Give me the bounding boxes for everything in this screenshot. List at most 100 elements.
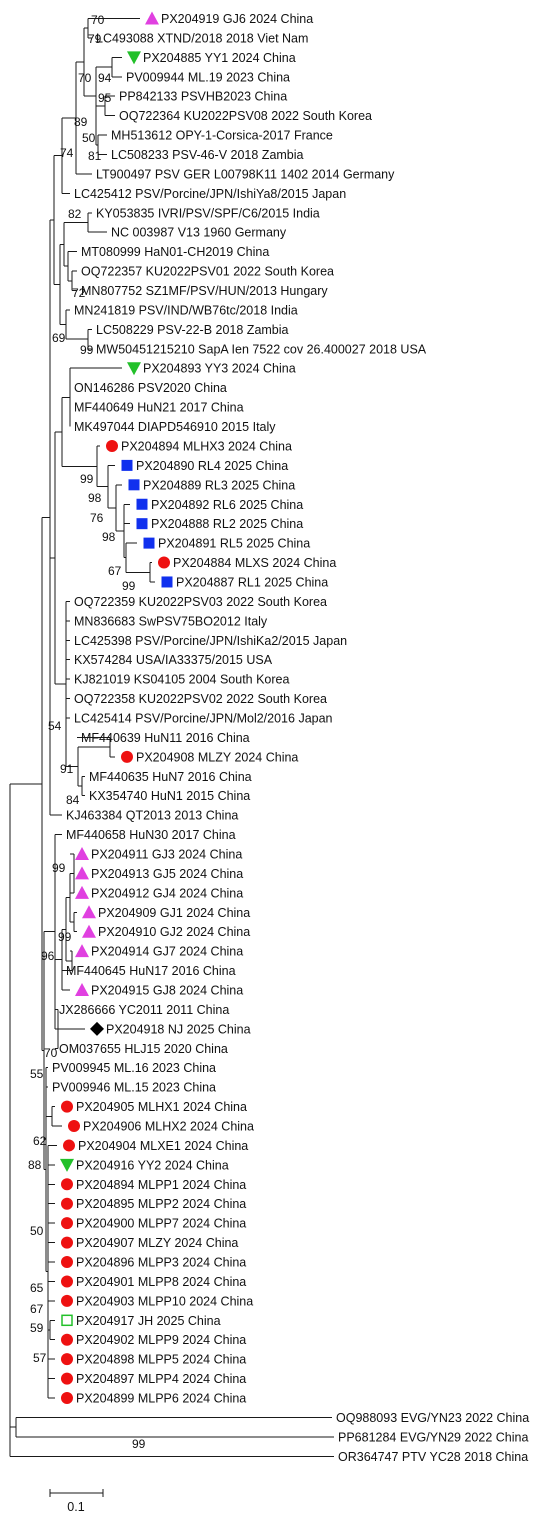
leaf-label: PX204911 GJ3 2024 China (91, 847, 242, 861)
leaf-label: PX204913 GJ5 2024 China (91, 867, 243, 881)
bootstrap-value: 94 (98, 71, 112, 85)
leaf-marker-circle-icon (61, 1236, 73, 1249)
bootstrap-value: 50 (82, 131, 96, 145)
leaf-label: PX204908 MLZY 2024 China (136, 750, 298, 764)
bootstrap-value: 67 (30, 1302, 44, 1316)
leaf-label: PX204916 YY2 2024 China (76, 1158, 229, 1172)
leaf-label: OM037655 HLJ15 2020 China (59, 1042, 228, 1056)
leaf-markers (60, 11, 173, 1405)
leaf-label: PX204893 YY3 2024 China (143, 362, 296, 376)
leaf-label: MF440658 HuN30 2017 China (66, 828, 236, 842)
leaf-label: PX204894 MLHX3 2024 China (121, 439, 292, 453)
leaf-marker-triangle-up-icon (75, 866, 89, 880)
leaf-label: MN836683 SwPSV75BO2012 Italy (74, 614, 268, 628)
leaf-label: OR364747 PTV YC28 2018 China (338, 1450, 528, 1464)
leaf-marker-triangle-up-icon (75, 885, 89, 899)
leaf-label: OQ722359 KU2022PSV03 2022 South Korea (74, 595, 327, 609)
bootstrap-value: 67 (108, 564, 122, 578)
leaf-label: PX204901 MLPP8 2024 China (76, 1275, 246, 1289)
leaf-label: MF440635 HuN7 2016 China (89, 770, 252, 784)
leaf-label: PX204917 JH 2025 China (76, 1314, 221, 1328)
leaf-marker-circle-icon (106, 439, 118, 452)
leaf-label: PX204894 MLPP1 2024 China (76, 1178, 246, 1192)
leaf-marker-circle-icon (61, 1178, 73, 1191)
leaf-marker-circle-icon (61, 1372, 73, 1385)
leaf-label: PX204902 MLPP9 2024 China (76, 1333, 246, 1347)
bootstrap-value: 74 (60, 146, 74, 160)
bootstrap-value: 99 (122, 579, 136, 593)
leaf-marker-square-icon (143, 537, 155, 549)
leaf-label: OQ988093 EVG/YN23 2022 China (336, 1411, 529, 1425)
bootstrap-value: 82 (68, 207, 82, 221)
bootstrap-value: 98 (88, 491, 102, 505)
leaf-marker-square-icon (121, 459, 133, 471)
leaf-label: MT080999 HaN01-CH2019 China (81, 245, 269, 259)
bootstrap-value: 95 (98, 91, 112, 105)
leaf-label: MF440649 HuN21 2017 China (74, 401, 244, 415)
leaf-marker-triangle-up-icon (145, 11, 159, 25)
leaf-marker-square-icon (161, 576, 173, 588)
leaf-label: PX204898 MLPP5 2024 China (76, 1353, 246, 1367)
leaf-marker-circle-icon (158, 556, 170, 569)
bootstrap-value: 79 (88, 32, 102, 46)
leaf-marker-square-icon (136, 518, 148, 530)
leaf-label: PX204912 GJ4 2024 China (91, 886, 243, 900)
bootstrap-value: 99 (58, 930, 72, 944)
bootstrap-value: 99 (132, 1437, 146, 1451)
bootstrap-value: 70 (91, 13, 105, 27)
bootstrap-value: 70 (44, 1046, 58, 1060)
bootstrap-value: 98 (102, 530, 116, 544)
bootstrap-value: 62 (33, 1134, 47, 1148)
leaf-label: PX204890 RL4 2025 China (136, 459, 288, 473)
scale-bar: 0.1 (49, 1489, 104, 1514)
leaf-label: OQ722364 KU2022PSV08 2022 South Korea (119, 109, 372, 123)
leaf-label: PX204887 RL1 2025 China (176, 575, 328, 589)
leaf-label: MF440639 HuN11 2016 China (81, 731, 250, 745)
bootstrap-value: 59 (30, 1321, 44, 1335)
leaf-label: PX204904 MLXE1 2024 China (78, 1139, 248, 1153)
leaf-marker-circle-icon (68, 1120, 80, 1133)
leaf-label: PX204907 MLZY 2024 China (76, 1236, 238, 1250)
leaf-marker-circle-icon (61, 1100, 73, 1113)
tree-branches (9, 18, 334, 1457)
leaf-marker-triangle-up-icon (82, 905, 96, 919)
leaf-label: PX204905 MLHX1 2024 China (76, 1100, 247, 1114)
leaf-label: PX204888 RL2 2025 China (151, 517, 303, 531)
leaf-marker-square-icon (128, 479, 140, 491)
leaf-marker-triangle-up-icon (75, 983, 89, 996)
leaf-marker-triangle-up-icon (82, 924, 96, 938)
leaf-label: PX204900 MLPP7 2024 China (76, 1217, 246, 1231)
bootstrap-value: 88 (28, 1158, 42, 1172)
leaf-label: PX204885 YY1 2024 China (143, 51, 296, 65)
leaf-label: PX204915 GJ8 2024 China (91, 984, 243, 998)
leaf-label: ON146286 PSV2020 China (74, 381, 227, 395)
leaf-marker-open-square-icon (61, 1314, 73, 1327)
bootstrap-value: 99 (80, 343, 94, 357)
bootstrap-value: 69 (52, 331, 66, 345)
leaf-label: PX204897 MLPP4 2024 China (76, 1372, 246, 1386)
leaf-label: PV009945 ML.16 2023 China (52, 1061, 216, 1075)
leaf-marker-circle-icon (63, 1139, 75, 1152)
bootstrap-value: 89 (74, 115, 88, 129)
bootstrap-value: 84 (66, 793, 80, 807)
scale-bar-label: 0.1 (67, 1500, 84, 1514)
leaf-label: MW50451215210 SapA Ien 7522 cov 26.40002… (96, 342, 427, 356)
leaf-label: PX204906 MLHX2 2024 China (83, 1120, 254, 1134)
leaf-label: MN241819 PSV/IND/WB76tc/2018 India (74, 303, 298, 317)
leaf-label: PX204910 GJ2 2024 China (98, 925, 250, 939)
leaf-label: PX204914 GJ7 2024 China (91, 945, 243, 959)
leaf-marker-circle-icon (121, 750, 133, 763)
bootstrap-value: 99 (80, 472, 94, 486)
leaf-label: PX204919 GJ6 2024 China (161, 12, 313, 26)
leaf-marker-circle-icon (61, 1392, 73, 1405)
leaf-labels: PX204919 GJ6 2024 China LC493088 XTND/201… (52, 12, 529, 1464)
leaf-marker-circle-icon (61, 1333, 73, 1346)
bootstrap-value: 70 (78, 71, 92, 85)
bootstrap-value: 72 (72, 286, 86, 300)
leaf-label: PX204884 MLXS 2024 China (173, 556, 336, 570)
leaf-label: PP681284 EVG/YN29 2022 China (338, 1430, 528, 1444)
leaf-label: PX204899 MLPP6 2024 China (76, 1392, 246, 1406)
leaf-label: KX574284 USA/IA33375/2015 USA (74, 653, 273, 667)
leaf-marker-circle-icon (61, 1275, 73, 1288)
